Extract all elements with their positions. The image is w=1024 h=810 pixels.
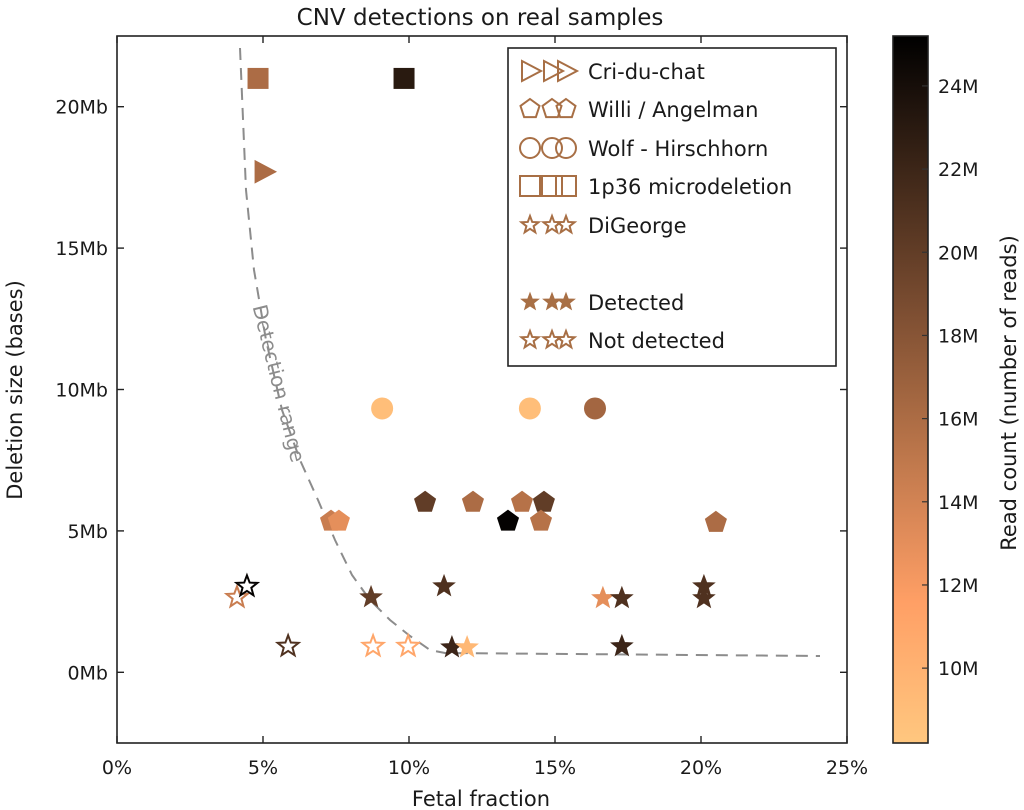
data-point-circle-detected (584, 397, 607, 420)
x-tick-label: 20% (680, 757, 722, 779)
data-point-square-detected (393, 67, 415, 89)
data-point-star-not-detected (359, 632, 387, 658)
legend-label: DiGeorge (588, 214, 687, 238)
legend-star-icon (554, 213, 578, 235)
data-point-pentagon-detected (496, 509, 520, 531)
legend-square-icon (541, 175, 563, 197)
legend-square-icon (519, 175, 541, 197)
legend-triangle-right-icon (557, 59, 580, 83)
legend-star-icon (556, 291, 576, 311)
y-tick-label: 15Mb (55, 238, 108, 260)
x-axis-title: Fetal fraction (412, 787, 550, 810)
x-tick-label: 15% (534, 757, 576, 779)
legend-circle-icon (519, 137, 541, 159)
x-tick-label: 10% (388, 757, 430, 779)
data-point-star-detected (432, 573, 456, 597)
x-tick-label: 0% (102, 757, 132, 779)
legend-label: 1p36 microdeletion (588, 175, 792, 199)
data-point-star-not-detected (233, 572, 261, 598)
data-point-star-not-detected (274, 632, 302, 658)
data-point-pentagon-detected (529, 509, 553, 531)
data-point-star-detected (610, 633, 634, 657)
legend: Cri-du-chat Willi / Angelman Wolf - Hirsch… (507, 47, 837, 367)
data-point-pentagon-detected (704, 510, 727, 532)
legend-label: Cri-du-chat (588, 60, 705, 84)
data-point-star-not-detected (223, 583, 251, 609)
x-axis: 0% 5% 10% 15% 20% 25% (102, 36, 868, 779)
legend-triangle-right-icon (521, 59, 544, 83)
legend-box (507, 47, 837, 367)
legend-triangle-right-icon (543, 59, 566, 83)
colorbar-tick-label: 16M (938, 409, 979, 431)
x-tick-label: 25% (826, 757, 868, 779)
legend-marker-triangle-right (521, 59, 580, 83)
y-tick-label: 20Mb (55, 97, 108, 119)
legend-circle-icon (555, 137, 577, 159)
data-point-star-not-detected (394, 632, 422, 658)
chart-title: CNV detections on real samples (297, 5, 664, 31)
legend-marker-square (519, 175, 577, 197)
legend-star-icon (554, 328, 578, 350)
data-point-circle-detected (371, 397, 394, 420)
legend-label: Willi / Angelman (588, 98, 758, 122)
data-point-triangle-right-detected (254, 159, 278, 184)
colorbar-tick-label: 14M (938, 492, 979, 514)
data-markers (223, 67, 727, 658)
legend-marker-star (520, 291, 576, 311)
legend-label: Detected (588, 291, 684, 315)
x-tick-label: 5% (248, 757, 278, 779)
legend-star-icon (518, 213, 542, 235)
legend-marker-star (518, 213, 578, 235)
legend-marker-pentagon (519, 97, 577, 119)
colorbar-tick-label: 24M (938, 76, 979, 98)
data-point-pentagon-detected (461, 490, 484, 512)
data-point-star-detected (692, 585, 716, 609)
colorbar: 10M 12M 14M 16M 18M 20M 22M 24M Read count (num… (892, 35, 1021, 744)
detection-range-curve (239, 47, 821, 657)
y-tick-label: 10Mb (55, 380, 108, 402)
legend-circle-icon (541, 137, 563, 159)
colorbar-tick-label: 10M (938, 658, 979, 680)
data-point-square-detected (247, 67, 269, 89)
legend-pentagon-icon (555, 97, 577, 119)
colorbar-title: Read count (number of reads) (997, 235, 1021, 551)
data-point-circle-detected (518, 397, 541, 420)
legend-marker-star (518, 328, 578, 350)
legend-pentagon-icon (541, 97, 563, 119)
data-point-pentagon-detected (414, 490, 437, 512)
data-point-pentagon-detected (532, 490, 555, 512)
y-tick-label: 0Mb (67, 662, 108, 684)
legend-star-icon (520, 291, 540, 311)
data-point-pentagon-detected (510, 490, 534, 512)
colorbar-gradient (892, 35, 929, 744)
legend-pentagon-icon (519, 97, 541, 119)
colorbar-tick-label: 18M (938, 325, 979, 347)
legend-label: Not detected (588, 329, 725, 353)
data-point-pentagon-detected (327, 509, 350, 531)
legend-marker-circle (519, 137, 577, 159)
y-axis: 0Mb 5Mb 10Mb 15Mb 20Mb (55, 97, 847, 684)
data-point-star-detected (610, 585, 634, 609)
legend-square-icon (555, 175, 577, 197)
legend-star-icon (518, 328, 542, 350)
y-axis-title: Deletion size (bases) (3, 280, 27, 500)
colorbar-tick-label: 22M (938, 159, 979, 181)
y-tick-label: 5Mb (67, 521, 108, 543)
data-point-star-detected (455, 634, 479, 658)
data-point-star-detected (359, 584, 383, 608)
colorbar-tick-label: 20M (938, 242, 979, 264)
colorbar-tick-label: 12M (938, 575, 979, 597)
legend-label: Wolf - Hirschhorn (588, 137, 768, 161)
